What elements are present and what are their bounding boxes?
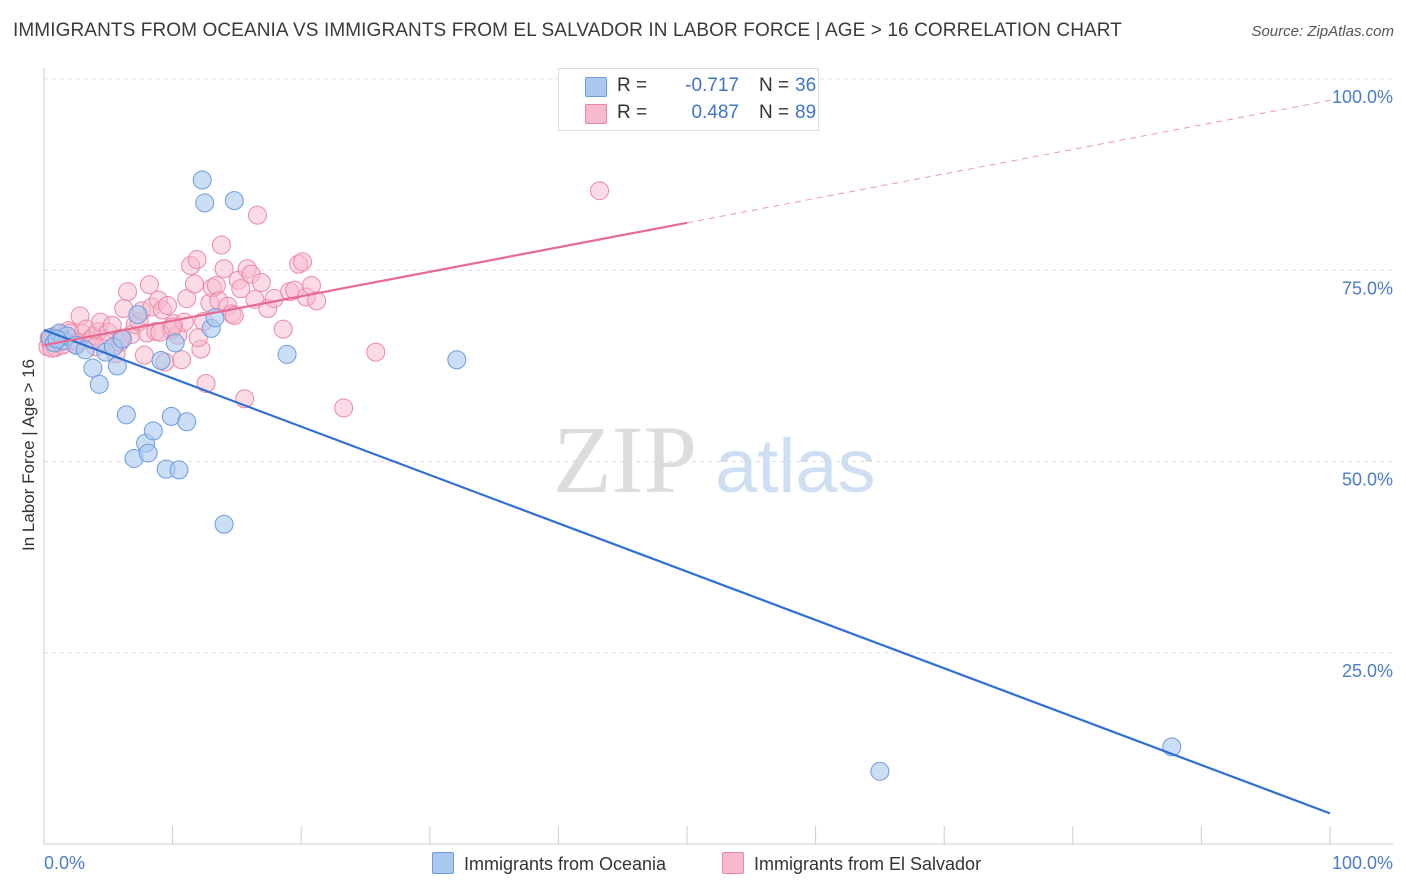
data-point-oceania — [277, 344, 297, 364]
data-point-el-salvador — [366, 342, 386, 362]
data-point-oceania — [143, 421, 163, 441]
data-point-el-salvador — [196, 373, 216, 393]
data-point-oceania — [169, 460, 189, 480]
y-tick-label-25: 25.0% — [1342, 661, 1393, 681]
y-tick-label-75: 75.0% — [1342, 278, 1393, 298]
data-point-oceania — [116, 405, 136, 425]
data-point-el-salvador — [139, 275, 159, 295]
legend-n-label: N = — [759, 102, 790, 123]
bottom-legend-oceania: Immigrants from Oceania — [432, 852, 666, 875]
legend-r-label: R = — [617, 75, 648, 96]
data-point-el-salvador — [214, 259, 234, 279]
legend-r-value-oceania: -0.717 — [685, 75, 739, 96]
data-point-oceania — [151, 351, 171, 371]
data-point-el-salvador — [187, 250, 207, 270]
y-tick-labels: 25.0% 50.0% 75.0% 100.0% — [1332, 87, 1393, 681]
data-point-el-salvador — [102, 315, 122, 335]
legend-r-label: R = — [617, 102, 648, 123]
series-el-salvador-points — [38, 181, 610, 418]
data-point-el-salvador — [134, 345, 154, 365]
data-point-oceania — [83, 358, 103, 378]
trend-lines — [43, 99, 1331, 815]
bottom-legend-swatch-oceania — [432, 852, 454, 874]
data-point-oceania — [447, 350, 467, 370]
data-point-el-salvador — [184, 274, 204, 294]
bottom-legend-swatch-el-salvador — [722, 852, 744, 874]
y-axis-label: In Labor Force | Age > 16 — [19, 359, 38, 551]
legend-swatch-oceania — [585, 77, 607, 97]
x-tick-label-100: 100.0% — [1332, 853, 1393, 873]
trend-line-el-salvador — [43, 221, 688, 347]
legend-n-value-el-salvador: 89 — [795, 102, 817, 123]
legend-n-label: N = — [759, 75, 790, 96]
data-point-oceania — [192, 170, 212, 190]
data-point-oceania — [870, 761, 890, 781]
data-point-el-salvador — [188, 328, 208, 348]
bottom-legend-label-el-salvador: Immigrants from El Salvador — [754, 854, 982, 874]
bottom-legend-el-salvador: Immigrants from El Salvador — [722, 852, 981, 875]
data-point-oceania — [195, 193, 215, 213]
data-point-el-salvador — [172, 350, 192, 370]
watermark-atlas: atlas — [715, 424, 876, 509]
grid-lines — [44, 78, 1393, 654]
data-point-el-salvador — [307, 291, 327, 311]
data-point-oceania — [224, 191, 244, 211]
data-point-oceania — [112, 329, 132, 349]
watermark-zip: ZIP — [553, 406, 697, 513]
data-point-oceania — [177, 412, 197, 432]
data-point-el-salvador — [251, 272, 271, 292]
x-tick-label-0: 0.0% — [44, 853, 85, 873]
data-point-el-salvador — [211, 235, 231, 255]
legend-r-value-el-salvador: 0.487 — [691, 102, 739, 123]
bottom-legend-label-oceania: Immigrants from Oceania — [464, 854, 667, 874]
data-point-el-salvador — [292, 252, 312, 272]
data-point-el-salvador — [157, 295, 177, 315]
y-tick-label-50: 50.0% — [1342, 470, 1393, 490]
legend-swatch-el-salvador — [585, 104, 607, 124]
axes — [43, 68, 1393, 845]
data-point-el-salvador — [273, 319, 293, 339]
data-point-oceania — [138, 443, 158, 463]
data-point-el-salvador — [118, 282, 138, 302]
legend-n-value-oceania: 36 — [795, 75, 817, 96]
legend: R = -0.717 N = 36 R = 0.487 N = 89 — [558, 68, 819, 131]
data-point-el-salvador — [231, 279, 251, 299]
data-point-oceania — [165, 333, 185, 353]
chart-title: IMMIGRANTS FROM OCEANIA VS IMMIGRANTS FR… — [13, 20, 1122, 41]
data-point-oceania — [214, 514, 234, 534]
data-point-el-salvador — [334, 398, 354, 418]
data-point-oceania — [89, 374, 109, 394]
watermark: ZIP atlas — [553, 406, 876, 513]
data-point-el-salvador — [247, 205, 267, 225]
y-tick-label-100: 100.0% — [1332, 87, 1393, 107]
trend-line-oceania — [43, 328, 1331, 815]
source-label: Source: ZipAtlas.com — [1251, 23, 1394, 40]
data-point-el-salvador — [590, 181, 610, 201]
data-point-oceania — [128, 305, 148, 325]
